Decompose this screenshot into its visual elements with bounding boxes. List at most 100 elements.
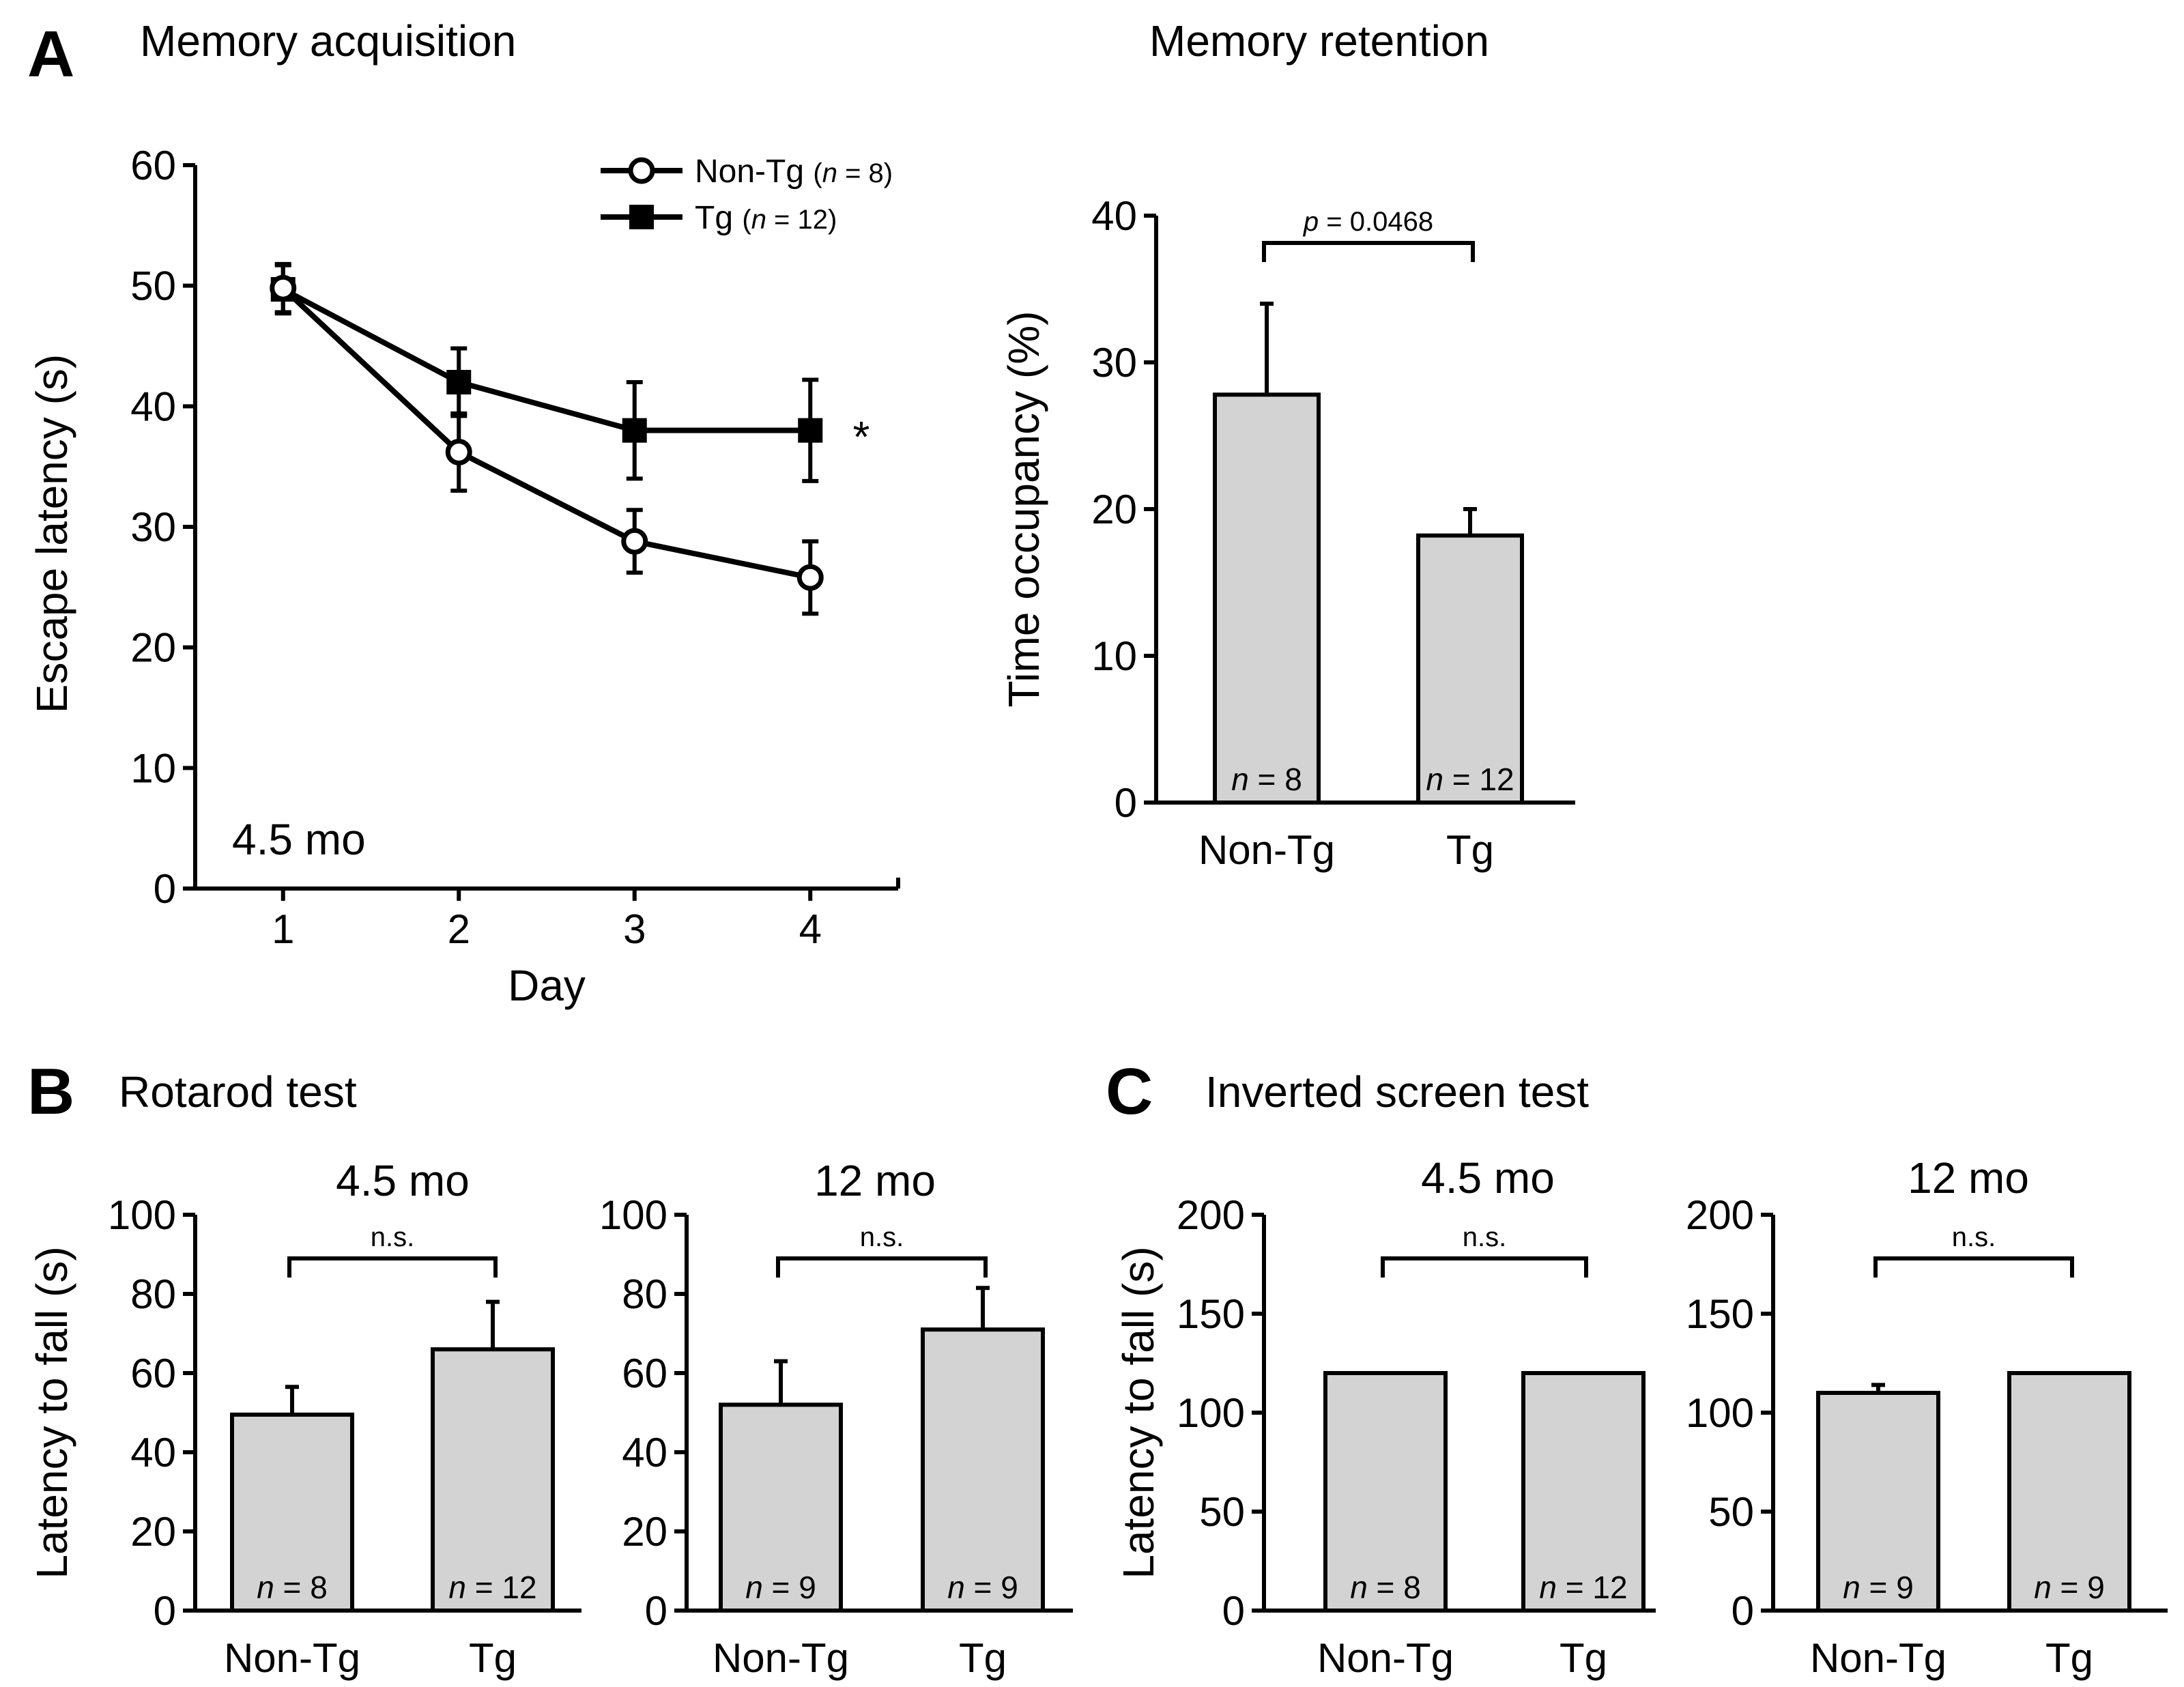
rot45-y-tick-label: 20 [130,1509,176,1555]
ret-y-tick-label: 20 [1091,487,1137,532]
acq-series-nontg-point [445,438,472,465]
rot12-n-label: n = 9 [745,1570,816,1605]
inv12-comparison-label: n.s. [1952,1222,1996,1252]
acq-series-nontg-point [621,528,648,555]
inv45-bar-nontg [1323,1371,1448,1613]
rot12-bar-tg [921,1327,1045,1613]
rot12-y-tick-label: 0 [645,1588,667,1634]
rot12-y-tick-label: 80 [622,1271,667,1317]
rot45-y-tick-label: 40 [130,1430,176,1475]
inv45-x-tick-label: Non-Tg [1317,1635,1454,1681]
acq-series-tg-line [281,287,811,433]
panel-c-title: Inverted screen test [1205,1067,1589,1116]
acq-series-tg-point [446,370,472,394]
acq-x-axis-label: Day [508,961,586,1010]
acq-x-tick-label: 2 [448,906,470,952]
acq-legend-tg-label: Tg (n = 12) [695,200,837,236]
acq-series-tg-point [622,418,647,443]
ret-x-tick-label: Tg [1446,827,1494,873]
rot12-y-tick-label: 60 [622,1351,667,1396]
acq-legend-nontg-label: Non-Tg (n = 8) [695,154,893,190]
inv45-y-tick-label: 150 [1177,1291,1245,1337]
ret-y-axis-label: Time occupancy (%) [999,311,1048,708]
panel-b-title: Rotarod test [119,1067,357,1116]
acq-legend-nontg-marker [628,157,655,184]
ret-y-tick-label: 10 [1091,633,1137,679]
rot45-bar-tg [431,1347,555,1613]
inv45-n-label: n = 8 [1350,1570,1421,1605]
charts-layer: 0 10 20 30 40 50 60 1 2 3 4 Day Escape latency (s) Me… [27,16,2168,1681]
rot45-y-tick-label: 100 [108,1192,176,1238]
acq-x-tick-label: 4 [799,906,822,952]
ret-comparison-bracket [1262,241,1475,262]
rot12-x-tick-label: Tg [959,1635,1007,1681]
acq-y-axis-label: Escape latency (s) [27,354,76,713]
ret-y-tick-label: 0 [1115,780,1137,826]
rot12-comparison-bracket [776,1256,988,1278]
inv12-n-label: n = 9 [1843,1570,1914,1605]
rot12-x-tick-label: Non-Tg [713,1635,849,1681]
inv12-y-tick-label: 100 [1686,1390,1754,1436]
rot45-x-tick-label: Non-Tg [224,1635,360,1681]
inv12-y-tick-label: 0 [1732,1588,1754,1634]
inv45-y-tick-label: 100 [1177,1390,1245,1436]
acq-series-tg-point [798,418,823,443]
acq-y-tick-label: 10 [130,745,176,791]
inv12-bar-nontg [1816,1391,1940,1613]
rot45-y-axis-label: Latency to fall (s) [27,1246,76,1578]
ret-n-label: n = 12 [1426,762,1514,797]
rot12-y-tick-label: 40 [622,1430,667,1475]
inv12-y-tick-label: 50 [1708,1489,1754,1535]
acq-significance: * [853,412,870,461]
inv12-y-tick-label: 150 [1686,1291,1754,1337]
rot12-y-tick-label: 100 [599,1192,667,1238]
acq-y-tick-label: 30 [130,504,176,550]
panel-letter-b: B [27,1055,74,1128]
inv45-x-tick-label: Tg [1560,1635,1607,1681]
inv12-x-tick-label: Tg [2045,1635,2093,1681]
acq-series-nontg-point [270,274,297,302]
inv45-n-label: n = 12 [1539,1570,1627,1605]
inv12-comparison-bracket [1873,1256,2074,1278]
acq-y-tick-label: 40 [130,384,176,429]
acq-y-tick-label: 60 [130,143,176,188]
rot12-y-tick-label: 20 [622,1509,667,1555]
acq-y-tick-label: 20 [130,625,176,671]
rot12-comparison-label: n.s. [860,1222,904,1252]
rot45-comparison-bracket [287,1256,498,1278]
rot12-title: 12 mo [814,1156,936,1205]
rot45-n-label: n = 8 [257,1570,328,1605]
rot45-title: 4.5 mo [336,1156,470,1205]
acq-title: Memory acquisition [140,16,516,66]
rot45-x-tick-label: Tg [469,1635,517,1681]
ret-n-label: n = 8 [1231,762,1302,797]
acq-legend-tg-marker [629,205,654,229]
ret-bar-tg [1416,533,1524,805]
inv45-title: 4.5 mo [1421,1153,1555,1202]
rot45-y-tick-label: 60 [130,1351,176,1396]
ret-title: Memory retention [1149,16,1489,66]
ret-comparison-label: p = 0.0468 [1303,207,1433,237]
rot12-n-label: n = 9 [947,1570,1018,1605]
inv45-comparison-bracket [1381,1256,1588,1278]
rot45-y-tick-label: 80 [130,1271,176,1317]
inv12-y-tick-label: 200 [1686,1192,1754,1238]
acq-series-nontg-line [281,286,811,581]
rot12-bar-nontg [719,1402,843,1613]
acq-x-tick-label: 1 [272,906,294,952]
inv12-x-tick-label: Non-Tg [1810,1635,1946,1681]
panel-letter-a: A [27,18,74,91]
ret-y-tick-label: 40 [1091,193,1137,239]
inv12-title: 12 mo [1908,1153,2029,1202]
inv45-y-tick-label: 0 [1222,1588,1245,1634]
inv45-y-tick-label: 50 [1199,1489,1245,1535]
rot45-y-tick-label: 0 [154,1588,176,1634]
panel-letter-c: C [1106,1055,1153,1128]
inv45-comparison-label: n.s. [1463,1222,1506,1252]
ret-bar-nontg [1213,392,1321,805]
inv12-bar-tg [2007,1371,2131,1613]
inv45-y-tick-label: 200 [1177,1192,1245,1238]
acq-annotation: 4.5 mo [232,815,366,864]
rot45-comparison-label: n.s. [371,1222,414,1252]
